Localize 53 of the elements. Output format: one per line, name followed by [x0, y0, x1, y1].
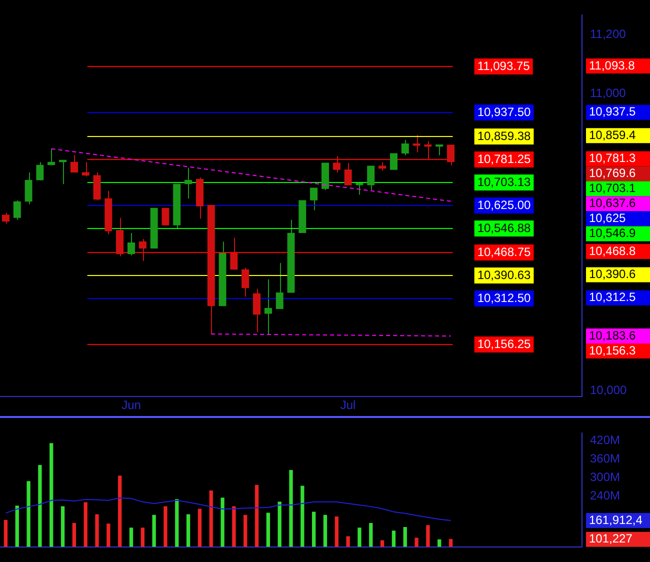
- text: 10,625: [589, 211, 626, 226]
- candlestick: [276, 262, 284, 310]
- ref-line-label: 10,781.25: [477, 152, 532, 166]
- candlestick: [242, 267, 250, 298]
- candlestick: [93, 172, 101, 201]
- x-tick-label: Jun: [122, 398, 141, 412]
- x-tick-label: Jul: [340, 398, 356, 412]
- candlestick: [252, 288, 261, 333]
- candlestick: [230, 237, 238, 270]
- y-tick-label: 360M: [590, 452, 620, 466]
- text: 161,912,4: [589, 512, 643, 527]
- ref-line-label: 10,156.25: [477, 336, 532, 351]
- y-tick-label: 300M: [590, 470, 620, 484]
- candlestick: [184, 167, 192, 200]
- ref-line-label: 11,093.75: [477, 58, 530, 73]
- text: 10,156.3: [589, 343, 636, 358]
- candlestick: [310, 187, 318, 211]
- candlestick: [82, 162, 90, 177]
- candlestick: [13, 200, 21, 220]
- text: 10,781.3: [589, 151, 636, 166]
- ref-line-label: 10,390.63: [477, 268, 532, 282]
- candlestick: [24, 172, 32, 205]
- text: 10,937.5: [589, 104, 636, 119]
- candlestick: [390, 153, 398, 170]
- ref-line-label: 10,312.50: [477, 290, 532, 305]
- candlestick: [344, 162, 352, 186]
- candlestick: [116, 217, 124, 257]
- text: 101,227: [589, 532, 633, 546]
- text: 10,703.1: [589, 181, 636, 196]
- text: 10,183.6: [589, 328, 636, 342]
- text: 11,093.8: [589, 58, 636, 72]
- text: 10,637.6: [589, 196, 636, 210]
- text: 10,312.5: [589, 290, 636, 304]
- ref-line-label: 10,468.75: [477, 244, 532, 259]
- candlestick: [446, 144, 455, 166]
- ref-line-label: 10,859.38: [477, 128, 532, 143]
- text: 10,859.4: [589, 128, 636, 142]
- ref-line-label: 10,703.13: [477, 174, 532, 189]
- text: 10,390.6: [589, 267, 636, 282]
- y-tick-label: 11,000: [590, 86, 626, 100]
- candlestick: [36, 162, 44, 181]
- candlestick: [367, 165, 375, 191]
- text: 10,769.6: [589, 166, 636, 180]
- y-tick-label: 11,200: [590, 26, 626, 41]
- ref-line-label: 10,937.50: [477, 104, 532, 119]
- y-tick-label: 10,000: [590, 382, 628, 397]
- text: 10,468.8: [589, 244, 636, 258]
- candlestick: [162, 208, 170, 226]
- ref-line-label: 10,625.00: [477, 198, 532, 212]
- text: 10,546.9: [589, 226, 636, 240]
- y-tick-label: 420M: [590, 432, 620, 447]
- ref-line-label: 10,546.88: [477, 220, 532, 235]
- y-tick-label: 240M: [590, 488, 620, 503]
